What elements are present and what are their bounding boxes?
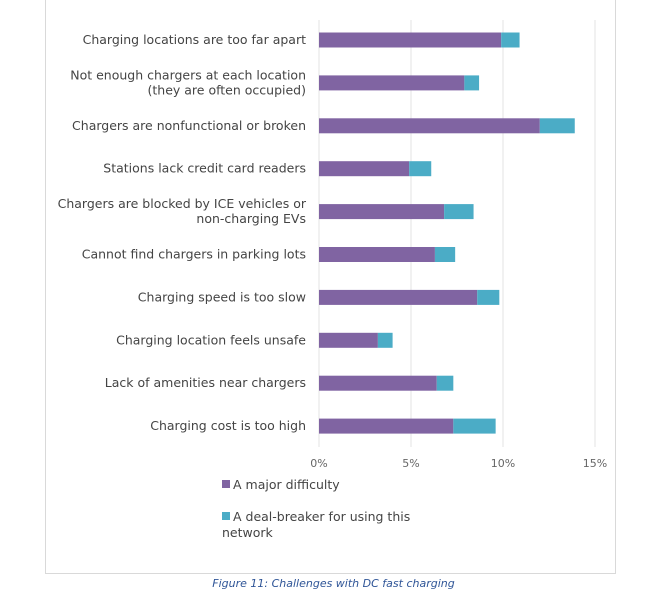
category-label: Charging location feels unsafe xyxy=(116,332,306,347)
legend-swatch-major xyxy=(222,480,230,488)
legend-item-major: A major difficulty xyxy=(222,477,340,493)
category-label: Charging speed is too slow xyxy=(138,289,306,304)
category-label: Charging cost is too high xyxy=(150,418,306,433)
bar-major-difficulty xyxy=(319,289,478,305)
bar-major-difficulty xyxy=(319,204,445,220)
bar-chart: 0% 5% 10% 15% Charging locations are too far… xyxy=(58,20,607,470)
bar-deal-breaker xyxy=(436,375,454,391)
category-label: Cannot find chargers in parking lots xyxy=(82,247,306,262)
bar-deal-breaker xyxy=(477,289,500,305)
legend-label-major: A major difficulty xyxy=(233,477,340,492)
bar-deal-breaker xyxy=(444,204,474,220)
bar-major-difficulty xyxy=(319,75,465,91)
bar-major-difficulty xyxy=(319,118,540,134)
bar-major-difficulty xyxy=(319,375,437,391)
bar-deal-breaker xyxy=(464,75,480,91)
figure-frame xyxy=(45,0,616,574)
category-label: Stations lack credit card readers xyxy=(103,161,306,176)
figure-caption: Figure 11: Challenges with DC fast charg… xyxy=(212,577,455,590)
legend-item-dealbreaker: A deal-breaker for using this network xyxy=(222,509,432,541)
bar-deal-breaker xyxy=(434,247,456,262)
legend-label-dealbreaker: A deal-breaker for using this network xyxy=(222,509,411,540)
category-label: Lack of amenities near chargers xyxy=(105,375,306,390)
bar-major-difficulty xyxy=(319,332,378,348)
bar-major-difficulty xyxy=(319,247,435,262)
legend-swatch-dealbreaker xyxy=(222,512,230,520)
category-label: Charging locations are too far apart xyxy=(83,32,306,47)
bar-deal-breaker xyxy=(539,118,575,134)
bar-major-difficulty xyxy=(319,32,502,48)
bar-major-difficulty xyxy=(319,418,454,434)
x-tick-label: 15% xyxy=(583,457,607,470)
x-tick-label: 0% xyxy=(310,457,327,470)
x-tick-label: 5% xyxy=(402,457,419,470)
x-tick-label: 10% xyxy=(491,457,515,470)
category-label: Not enough chargers at each location (the… xyxy=(70,67,306,97)
bar-deal-breaker xyxy=(409,161,432,177)
category-label: Chargers are nonfunctional or broken xyxy=(72,118,306,133)
category-label: Chargers are blocked by ICE vehicles or n… xyxy=(58,196,307,226)
bar-deal-breaker xyxy=(501,32,520,48)
bar-major-difficulty xyxy=(319,161,410,177)
bar-deal-breaker xyxy=(377,332,393,348)
bar-deal-breaker xyxy=(453,418,496,434)
